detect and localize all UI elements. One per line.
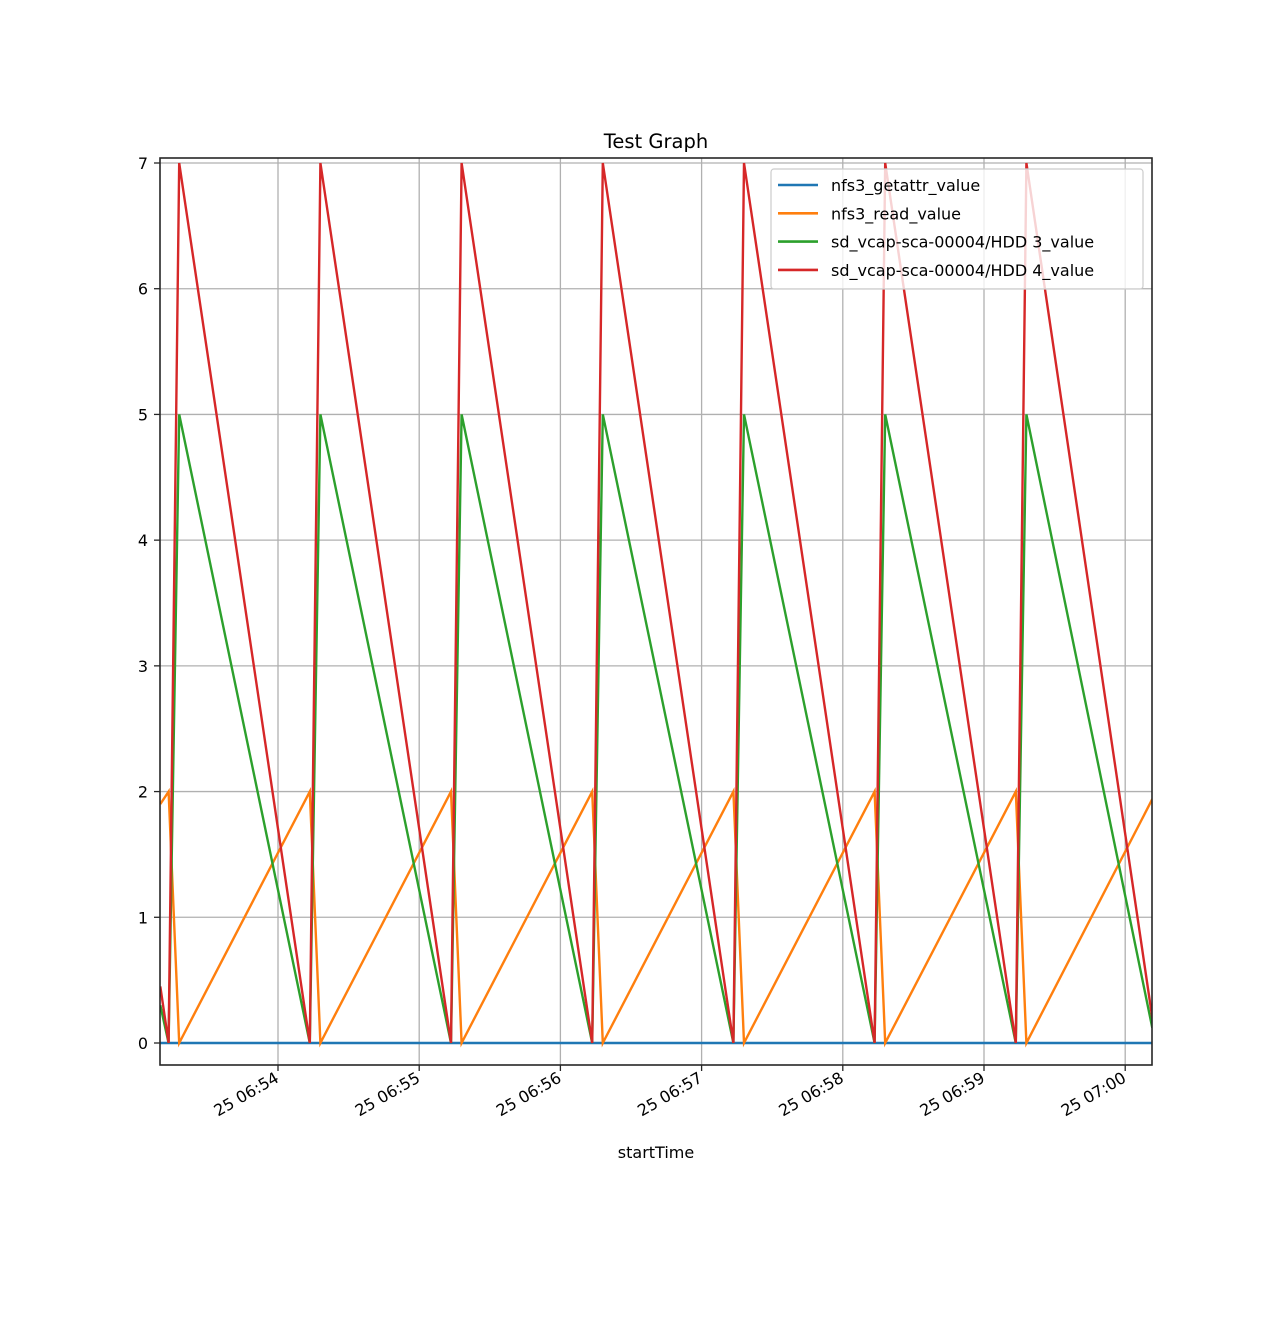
plot-frame — [159, 157, 1153, 1066]
y-axis: 0 1 2 3 4 5 6 7 — [138, 154, 160, 1053]
legend-label: nfs3_read_value — [831, 204, 961, 224]
legend: nfs3_getattr_value nfs3_read_value sd_vcap… — [770, 168, 1144, 290]
x-axis-label: startTime — [618, 1143, 694, 1162]
grid-lines — [160, 158, 1152, 1065]
legend-item: nfs3_read_value — [778, 204, 961, 224]
legend-item: nfs3_getattr_value — [778, 176, 980, 196]
series-lines — [160, 162, 1152, 1048]
chart-title: Test Graph — [603, 130, 708, 153]
legend-box — [770, 168, 1144, 290]
y-tick-label: 0 — [138, 1034, 148, 1053]
y-tick-label: 6 — [138, 280, 148, 299]
legend-label: sd_vcap-sca-00004/HDD 3_value — [831, 233, 1094, 253]
legend-label: nfs3_getattr_value — [831, 176, 980, 196]
legend-item: sd_vcap-sca-00004/HDD 4_value — [778, 261, 1094, 281]
legend-label: sd_vcap-sca-00004/HDD 4_value — [831, 261, 1094, 281]
legend-item: sd_vcap-sca-00004/HDD 3_value — [778, 233, 1094, 253]
series-line-3 — [160, 162, 1152, 1044]
y-tick-label: 5 — [138, 405, 148, 424]
y-tick-label: 1 — [138, 908, 148, 927]
y-tick-label: 7 — [138, 154, 148, 173]
series-line-2 — [160, 414, 1152, 1044]
y-tick-label: 3 — [138, 657, 148, 676]
y-tick-label: 2 — [138, 783, 148, 802]
series-line-1 — [160, 787, 1152, 1048]
y-tick-label: 4 — [138, 531, 148, 550]
